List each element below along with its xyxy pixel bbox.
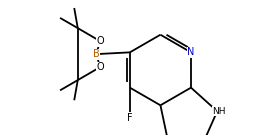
Text: O: O [96, 36, 104, 46]
Text: B: B [93, 49, 100, 59]
Text: O: O [96, 62, 104, 72]
Text: N: N [187, 47, 195, 57]
Text: F: F [127, 113, 133, 123]
Text: NH: NH [212, 107, 226, 116]
